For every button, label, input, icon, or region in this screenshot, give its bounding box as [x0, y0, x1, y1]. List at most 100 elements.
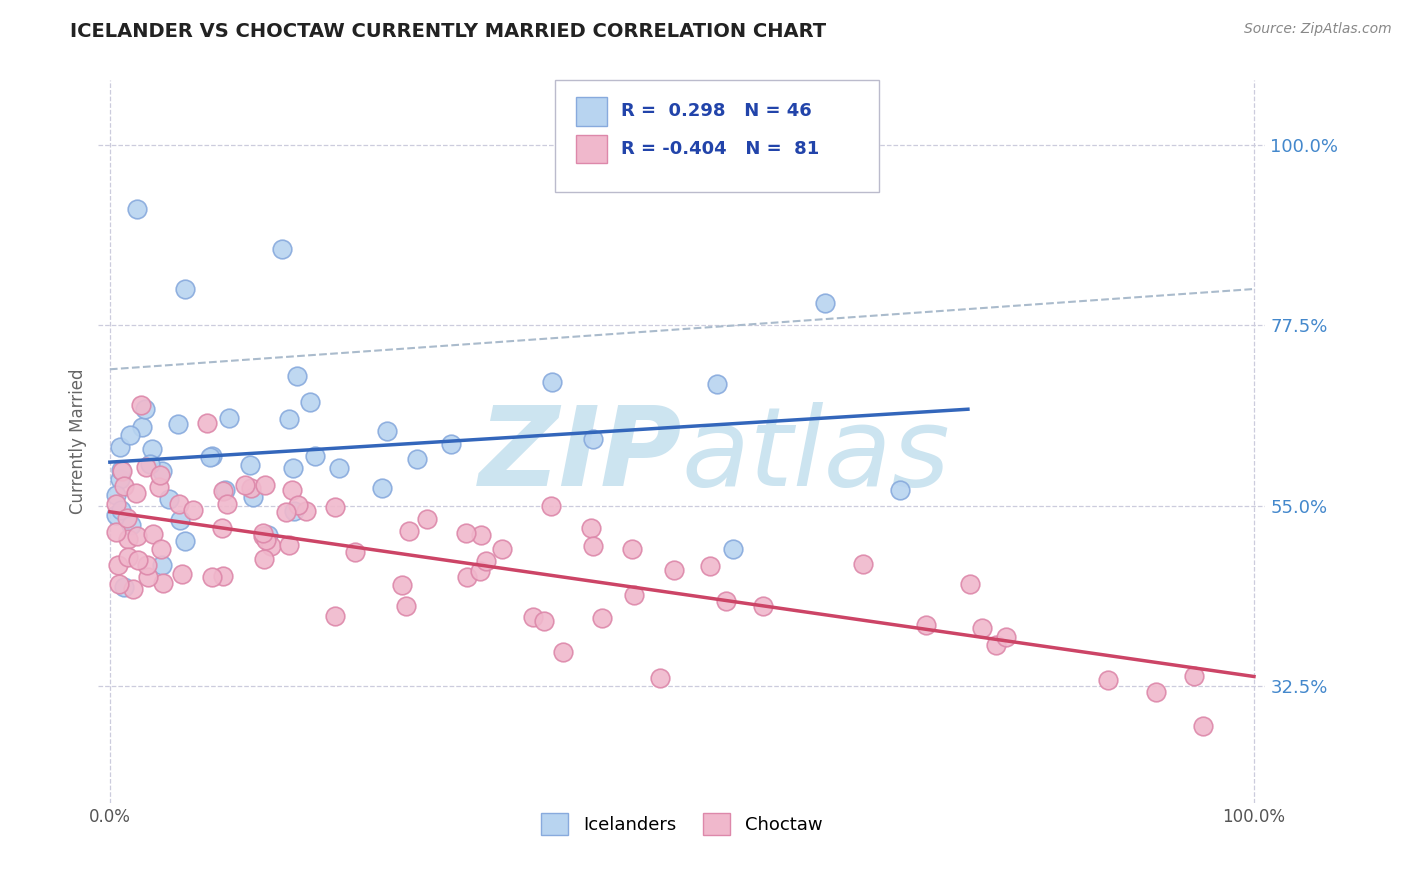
Point: [470, 528, 492, 542]
Point: [328, 461, 350, 475]
Point: [104, 488, 127, 502]
Point: [287, 498, 309, 512]
Point: [278, 538, 301, 552]
Point: [257, 527, 280, 541]
Point: [167, 497, 190, 511]
Point: [118, 427, 141, 442]
Point: [253, 551, 276, 566]
Point: [174, 282, 197, 296]
Point: [115, 510, 138, 524]
Point: [277, 412, 299, 426]
Point: [214, 483, 236, 498]
Point: [195, 417, 218, 431]
Point: [752, 599, 775, 613]
Point: [104, 497, 127, 511]
Point: [108, 472, 131, 486]
Point: [117, 532, 139, 546]
Point: [553, 645, 575, 659]
Point: [457, 570, 479, 584]
Point: [1144, 685, 1167, 699]
Point: [582, 539, 605, 553]
Point: [620, 541, 643, 556]
Point: [107, 558, 129, 573]
Point: [323, 500, 346, 514]
Point: [995, 631, 1018, 645]
Point: [456, 526, 478, 541]
Point: [166, 417, 188, 431]
Point: [148, 480, 170, 494]
Point: [152, 576, 174, 591]
Point: [129, 399, 152, 413]
Point: [343, 545, 366, 559]
Point: [581, 432, 603, 446]
Point: [662, 563, 685, 577]
Point: [371, 481, 394, 495]
Point: [172, 567, 194, 582]
Point: [285, 368, 308, 383]
Point: [174, 534, 197, 549]
Point: [159, 491, 181, 506]
Legend: Icelanders, Choctaw: Icelanders, Choctaw: [533, 805, 831, 845]
Point: [212, 569, 235, 583]
Point: [581, 521, 603, 535]
Point: [110, 463, 132, 477]
Point: [395, 599, 418, 613]
Point: [122, 582, 145, 596]
Text: atlas: atlas: [682, 402, 950, 509]
Point: [127, 553, 149, 567]
Point: [623, 588, 645, 602]
Point: [254, 533, 277, 547]
Point: [468, 565, 491, 579]
Point: [198, 450, 221, 464]
Point: [274, 505, 297, 519]
Point: [416, 512, 439, 526]
Point: [398, 524, 420, 538]
Point: [125, 486, 148, 500]
Point: [814, 296, 837, 310]
Point: [984, 638, 1007, 652]
Point: [239, 481, 262, 495]
Point: [139, 457, 162, 471]
Point: [852, 557, 875, 571]
Point: [181, 502, 204, 516]
Text: Source: ZipAtlas.com: Source: ZipAtlas.com: [1244, 22, 1392, 37]
Point: [211, 520, 233, 534]
Point: [136, 570, 159, 584]
Point: [142, 527, 165, 541]
Point: [391, 578, 413, 592]
Point: [474, 554, 496, 568]
Point: [125, 202, 148, 216]
Point: [150, 464, 173, 478]
Point: [533, 614, 555, 628]
Point: [648, 671, 671, 685]
Point: [218, 411, 240, 425]
Point: [540, 499, 562, 513]
Point: [889, 483, 911, 498]
Point: [260, 539, 283, 553]
Point: [239, 458, 262, 472]
Point: [141, 442, 163, 457]
Point: [1192, 719, 1215, 733]
Point: [201, 449, 224, 463]
Point: [136, 558, 159, 573]
Point: [201, 570, 224, 584]
Point: [375, 424, 398, 438]
Point: [283, 504, 305, 518]
Point: [131, 420, 153, 434]
Point: [215, 497, 238, 511]
Point: [299, 395, 322, 409]
Point: [706, 377, 728, 392]
Point: [134, 401, 156, 416]
Point: [125, 529, 148, 543]
Point: [112, 580, 135, 594]
Point: [440, 437, 463, 451]
Text: ZIP: ZIP: [478, 402, 682, 509]
Point: [104, 524, 127, 539]
Point: [212, 484, 235, 499]
Point: [970, 621, 993, 635]
Point: [405, 452, 427, 467]
Point: [110, 502, 132, 516]
Point: [252, 528, 274, 542]
Point: [304, 449, 326, 463]
Point: [491, 541, 513, 556]
